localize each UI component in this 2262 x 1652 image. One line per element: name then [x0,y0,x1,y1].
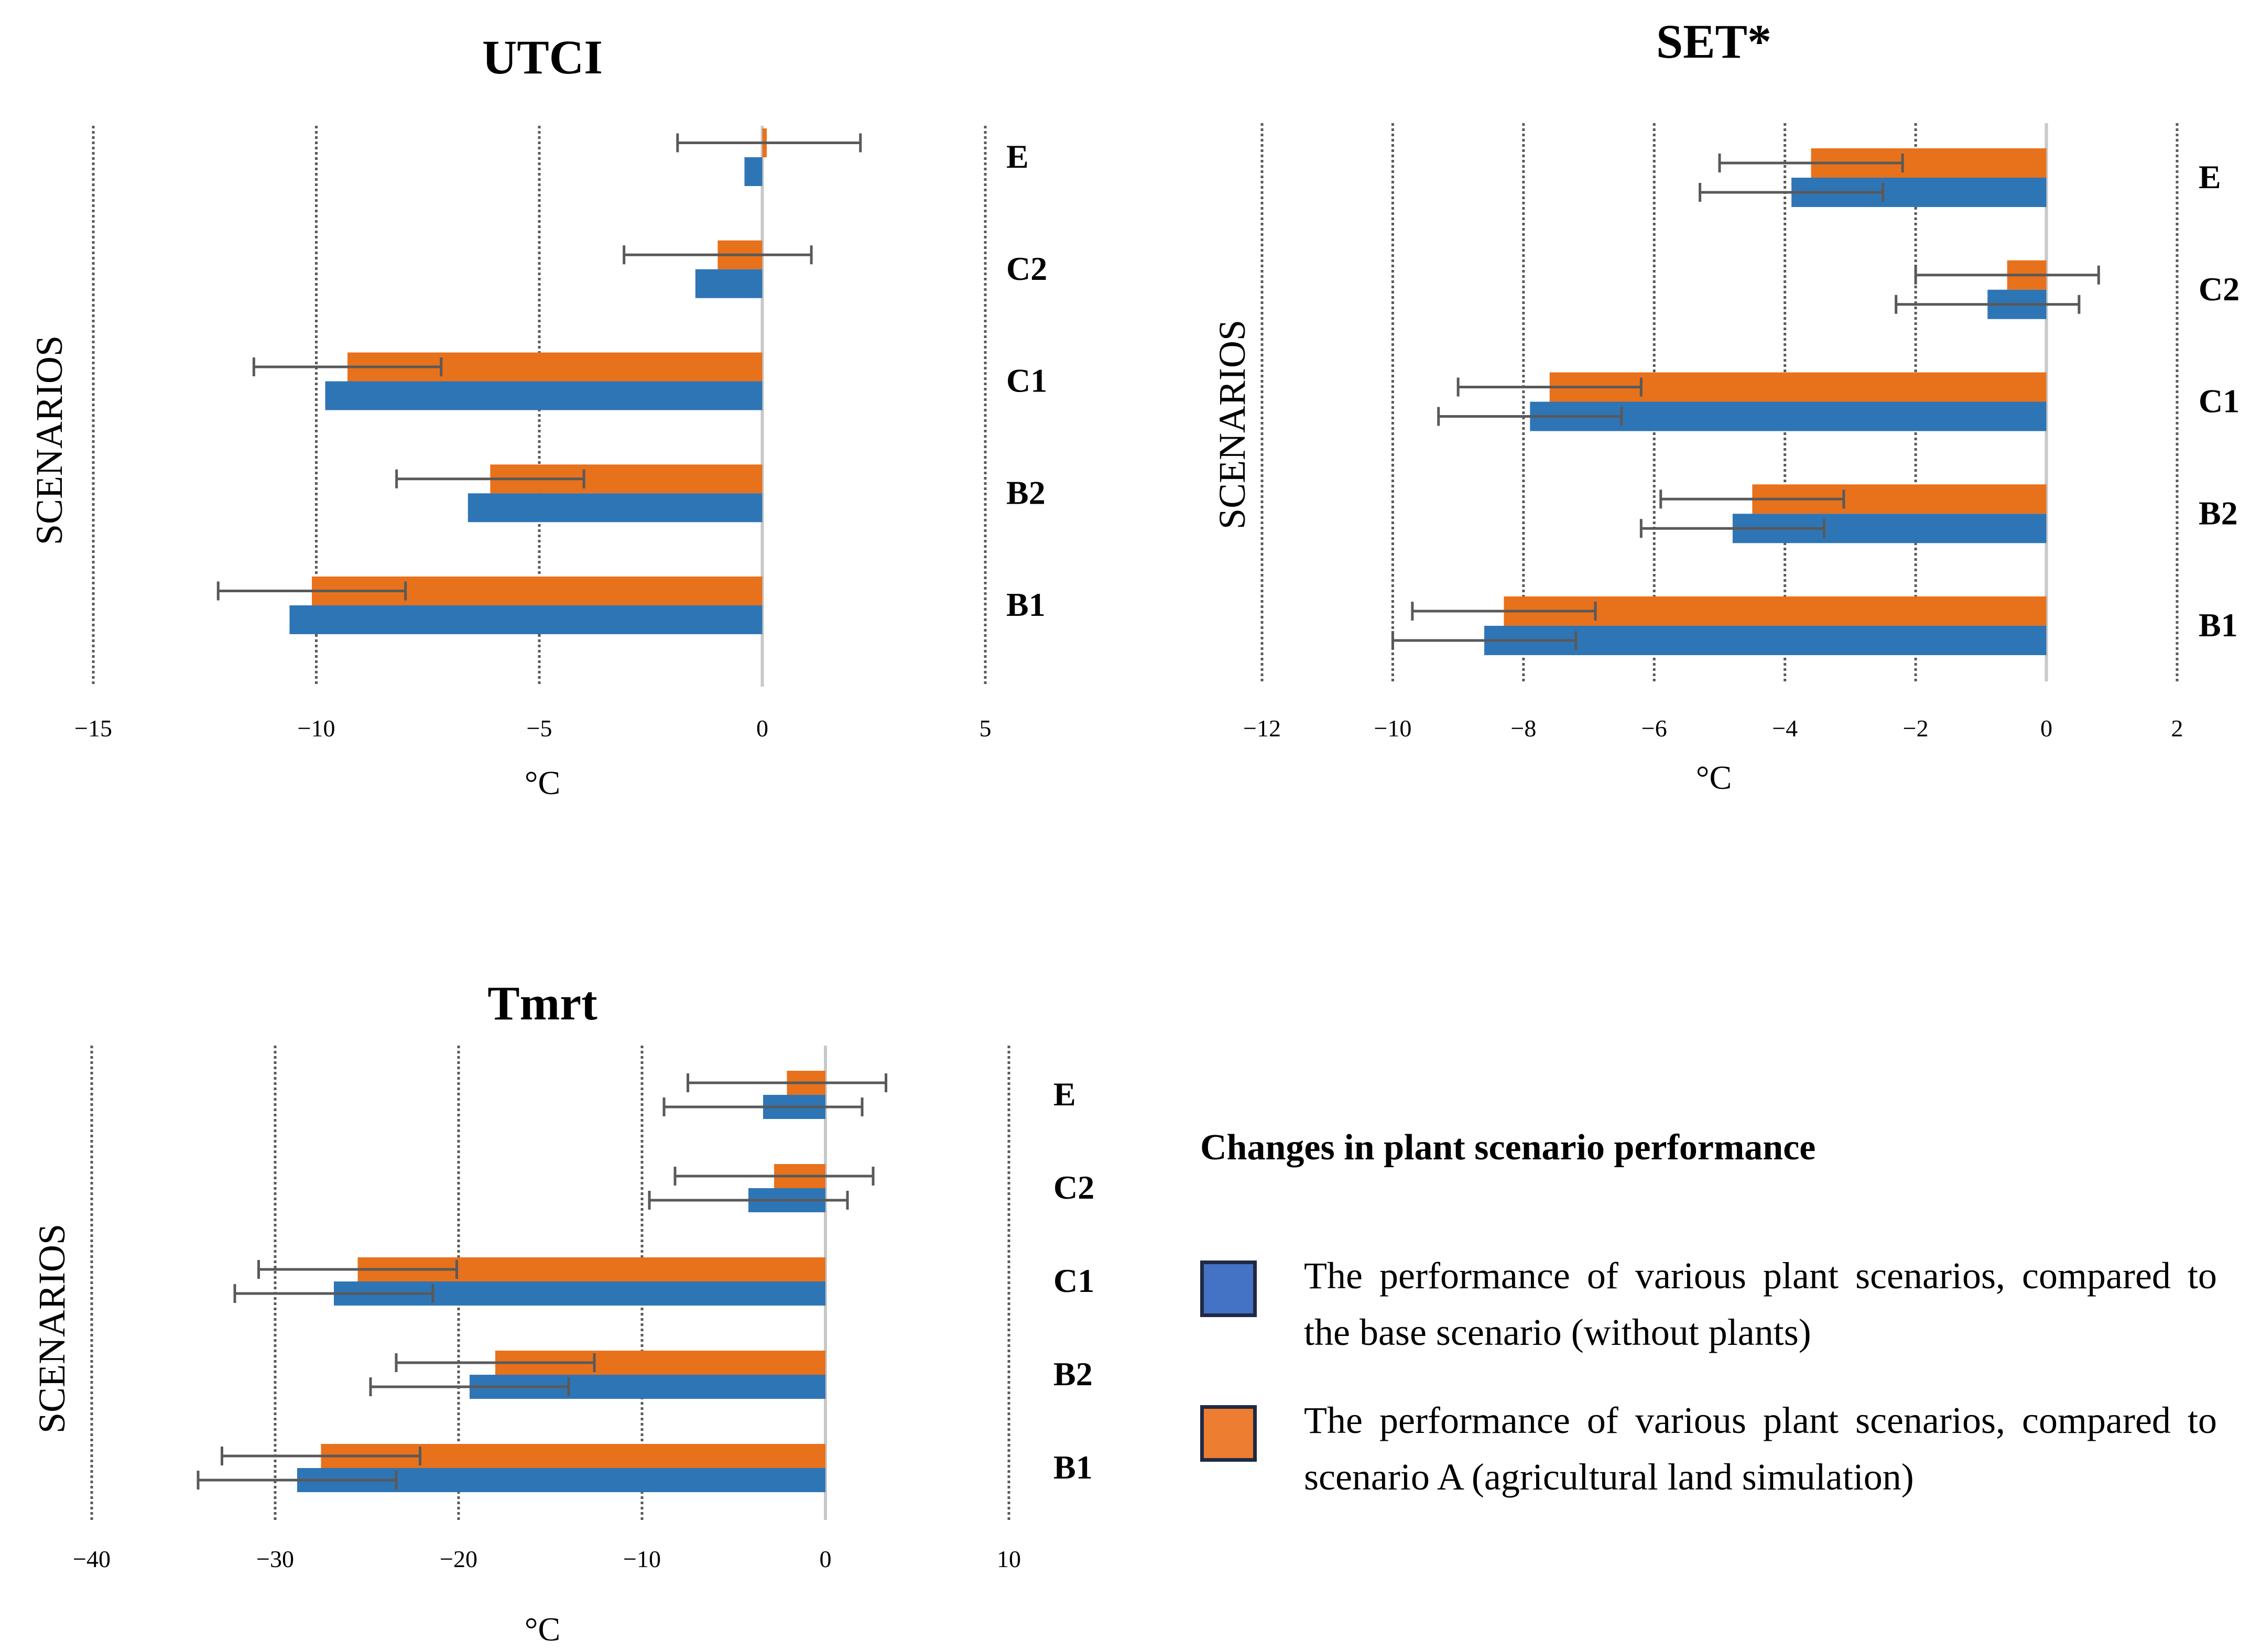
x-tick-label: 5 [980,715,992,742]
x-tick-label: −5 [527,715,552,742]
chart-utci: UTCI −15 −10 −5 0 5 E C2 C1 B2 B1 °C SCENARIOS [28,30,1047,801]
x-tick-label: −40 [73,1546,111,1572]
category-label: C2 [1053,1169,1094,1206]
bar-base [289,605,763,634]
category-label: B2 [1006,474,1046,511]
x-tick-label: −8 [1510,715,1536,742]
x-tick-label: 2 [2171,715,2183,742]
legend-item-scenario-a: The performance of various plant scenari… [1200,1392,2217,1505]
category-label: B1 [1006,586,1046,623]
x-tick-label: −10 [623,1546,661,1572]
y-axis-label: SCENARIOS [28,335,70,545]
legend-swatch-blue [1200,1260,1257,1317]
category-label: B1 [1053,1449,1093,1486]
category-label: C2 [2199,270,2239,308]
legend-label-scenario-a: The performance of various plant scenari… [1304,1399,2217,1498]
x-tick-label: −12 [1243,715,1281,742]
x-tick-label: −10 [298,715,335,742]
x-tick-label: −2 [1903,715,1929,742]
chart-title: SET* [1656,15,1771,68]
bar-base [1484,626,2047,655]
bar-base [325,381,763,410]
category-label: E [1053,1075,1076,1113]
chart-tmrt: Tmrt −40 −30 −20 −10 0 10 E C2 C1 B2 B1 °C SCENARIOS [31,976,1094,1648]
chart-title: Tmrt [487,976,597,1030]
x-tick-label: 0 [2040,715,2052,742]
x-tick-label: −30 [256,1546,294,1572]
x-tick-label: 0 [820,1546,832,1572]
bar-base [695,269,763,298]
legend: Changes in plant scenario performance Th… [1200,1127,2217,1537]
category-label: B2 [1053,1355,1093,1393]
x-tick-label: −6 [1641,715,1667,742]
chart-title: UTCI [482,30,603,84]
bar-base [744,157,763,186]
category-label: E [2199,158,2221,195]
legend-label-base: The performance of various plant scenari… [1304,1255,2217,1353]
bar-base [467,493,763,523]
x-axis-label: °C [525,764,560,801]
category-label: C2 [1006,250,1047,287]
y-axis-label: SCENARIOS [1211,320,1253,529]
category-label: B1 [2199,606,2238,644]
x-tick-label: −15 [74,715,112,742]
category-label: C1 [1006,362,1047,399]
legend-title: Changes in plant scenario performance [1200,1127,1816,1168]
category-label: B2 [2199,494,2238,531]
x-tick-label: −4 [1772,715,1798,742]
category-label: E [1006,138,1029,175]
y-axis-label: SCENARIOS [31,1224,73,1433]
x-tick-label: −10 [1374,715,1411,742]
x-tick-label: 10 [997,1546,1021,1572]
category-label: C1 [2199,383,2239,420]
x-tick-label: −20 [440,1546,477,1572]
x-axis-label: °C [525,1611,560,1648]
x-tick-label: 0 [756,715,768,742]
chart-set: SET* −12 −10 −8 −6 −4 −2 0 2 E C2 C1 B2 B1 °C SCENARIOS [1211,15,2239,796]
legend-swatch-orange [1200,1405,1257,1462]
x-axis-label: °C [1696,759,1732,796]
category-label: C1 [1053,1262,1094,1299]
legend-item-base: The performance of various plant scenari… [1200,1247,2217,1361]
